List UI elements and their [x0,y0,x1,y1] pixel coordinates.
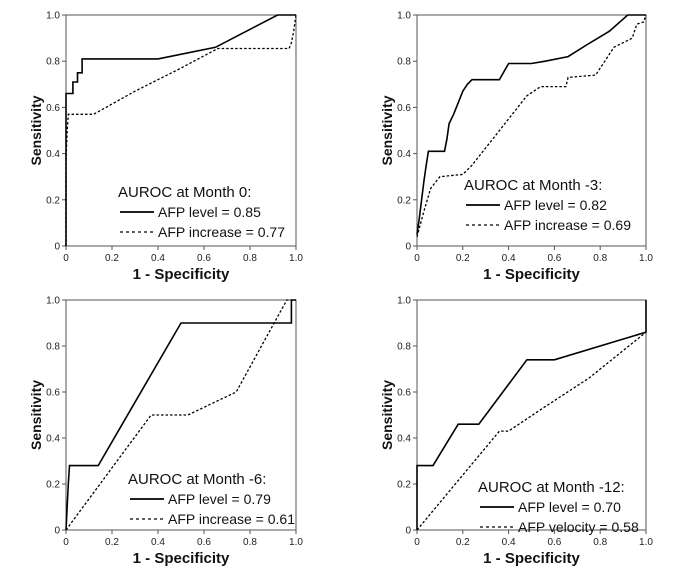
y-axis-label: Sensitivity [28,380,44,450]
x-axis-label: 1 - Specificity [133,266,230,283]
plot-frame [416,299,647,531]
y-tick-label: 0.4 [46,434,60,445]
roc-curve-afp-level [416,300,647,530]
legend: AUROC at Month -6: AFP level = 0.79 AFP in… [128,471,295,527]
x-tick-label: 0.4 [502,537,516,548]
legend: AUROC at Month -3: AFP level = 0.82 AFP in… [464,177,631,233]
legend-entry: AFP increase = 0.77 [158,224,285,240]
y-tick-label: 0 [405,242,411,253]
legend-entry: AFP velocity = 0.58 [518,519,639,535]
x-tick-label: 0.6 [547,253,561,264]
y-axis-label: Sensitivity [379,95,395,165]
legend: AUROC at Month 0: AFP level = 0.85 AFP inc… [118,184,285,240]
roc-panel-2: 0 0.2 0.4 0.6 0.8 1.0 0 0.2 0.4 0.6 0.8 1.0 1 - Spec… [28,296,303,568]
y-tick-label: 0.2 [397,195,411,206]
x-tick-label: 0.2 [456,537,470,548]
x-tick-label: 0.6 [547,537,561,548]
x-tick-label: 0.4 [502,253,516,264]
y-tick-label: 0 [54,526,60,537]
y-tick-label: 1.0 [397,11,411,22]
y-axis-label: Sensitivity [28,95,44,165]
roc-panel-3: 0 0.2 0.4 0.6 0.8 1.0 0 0.2 0.4 0.6 0.8 1.0 1 - Spec… [379,296,653,568]
roc-curve-afp-level [416,14,646,235]
x-tick-label: 0.2 [456,253,470,264]
legend-entry: AFP level = 0.79 [168,491,271,507]
x-tick-label: 1.0 [639,537,653,548]
legend-entry: AFP increase = 0.61 [168,511,295,527]
x-axis-label: 1 - Specificity [483,266,580,283]
y-tick-label: 1.0 [397,296,411,307]
x-tick-label: 0.4 [151,253,165,264]
x-tick-label: 0 [63,537,69,548]
y-tick-label: 0.8 [46,342,60,353]
x-tick-label: 0.8 [243,253,257,264]
x-tick-label: 0.2 [105,253,119,264]
y-tick-label: 0.8 [46,57,60,68]
legend-title: AUROC at Month -6: [128,471,266,488]
x-tick-label: 0.6 [197,253,211,264]
y-tick-label: 0.4 [46,149,60,160]
x-tick-label: 0.6 [197,537,211,548]
y-tick-label: 1.0 [46,11,60,22]
legend-title: AUROC at Month -12: [478,479,625,496]
x-tick-label: 0.8 [243,537,257,548]
legend-title: AUROC at Month 0: [118,184,251,201]
x-axis-label: 1 - Specificity [483,550,580,567]
roc-curve-afp-level [65,14,296,246]
plot-frame [65,299,297,531]
y-axis-label: Sensitivity [379,380,395,450]
y-tick-label: 0 [405,526,411,537]
roc-panel-1: 0 0.2 0.4 0.6 0.8 1.0 0 0.2 0.4 0.6 0.8 1.0 1 - Spec… [379,11,653,284]
y-tick-label: 0.2 [46,195,60,206]
x-tick-label: 0 [414,537,420,548]
legend-entry: AFP level = 0.82 [504,197,607,213]
y-tick-label: 0.6 [397,103,411,114]
legend-entry: AFP increase = 0.69 [504,217,631,233]
y-tick-label: 0.8 [397,57,411,68]
legend-entry: AFP level = 0.85 [158,204,261,220]
x-tick-label: 0.8 [593,537,607,548]
roc-curve-afp-increase [65,14,297,246]
y-tick-label: 0.8 [397,342,411,353]
x-tick-label: 1.0 [289,253,303,264]
x-tick-label: 0.4 [151,537,165,548]
y-tick-label: 0.4 [397,434,411,445]
x-tick-label: 0.2 [105,537,119,548]
plot-frame [416,14,647,247]
y-tick-label: 0.2 [397,480,411,491]
x-tick-label: 0 [414,253,420,264]
x-tick-label: 0 [63,253,69,264]
x-tick-label: 1.0 [639,253,653,264]
y-tick-label: 0.4 [397,149,411,160]
y-tick-label: 0.6 [46,388,60,399]
roc-curve-afp-increase [65,299,296,531]
legend: AUROC at Month -12: AFP level = 0.70 AFP v… [478,479,639,535]
roc-curve-afp-velocity [416,331,647,531]
y-tick-label: 0 [54,242,60,253]
y-tick-label: 1.0 [46,296,60,307]
x-tick-label: 1.0 [289,537,303,548]
y-tick-label: 0.2 [46,480,60,491]
roc-curve-afp-level [65,299,296,531]
legend-entry: AFP level = 0.70 [518,499,621,515]
x-axis-label: 1 - Specificity [133,550,230,567]
y-tick-label: 0.6 [397,388,411,399]
x-tick-label: 0.8 [593,253,607,264]
y-tick-label: 0.6 [46,103,60,114]
legend-title: AUROC at Month -3: [464,177,602,194]
roc-panel-0: 0 0.2 0.4 0.6 0.8 1.0 0 0.2 0.4 0.6 0.8 1.0 1 - Spec… [28,11,303,284]
roc-curve-afp-increase [416,14,647,237]
